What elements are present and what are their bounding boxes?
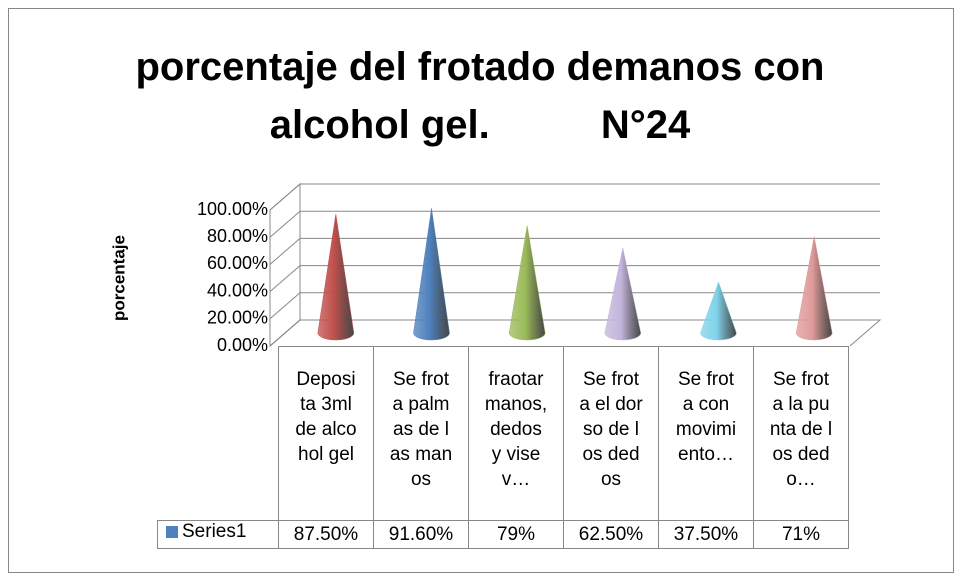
chart-title: porcentaje del frotado demanos con alcoh… [135, 45, 836, 147]
cone [413, 208, 450, 341]
value-label-text: 79% [496, 524, 536, 545]
category-label-text: Se frota palmas de las manos [389, 369, 453, 490]
cone [700, 281, 737, 341]
value-label: 71% [753, 520, 849, 549]
y-axis-label: porcentaje [109, 235, 128, 321]
value-row: Series1 87.50% 91.60% 79% 62.50% 37.50% 71% [157, 520, 849, 549]
value-label-text: 62.50% [578, 524, 644, 545]
data-table: Deposita 3ml de alcohol gel Se frota palm… [157, 346, 849, 549]
grid-line [269, 237, 880, 265]
value-label: 79% [468, 520, 564, 549]
category-label: Deposita 3ml de alcohol gel [278, 346, 374, 521]
y-tick-label: 80.00% [207, 226, 268, 246]
category-label: Se frota con movimiento… [658, 346, 754, 521]
value-label: 87.50% [278, 520, 374, 549]
legend-label: Series1 [182, 521, 247, 542]
category-label: Se frota la punta de los dedo… [753, 346, 849, 521]
value-label: 37.50% [658, 520, 754, 549]
floor [269, 319, 882, 347]
chart-frame [8, 8, 954, 573]
legend-cell: Series1 [157, 520, 279, 549]
y-tick-label: 40.00% [207, 280, 268, 300]
grid-line [269, 292, 880, 320]
category-label-text: Se frota con movimiento… [675, 369, 737, 465]
category-label-text: Deposita 3ml de alcohol gel [295, 369, 357, 465]
value-label-text: 87.50% [293, 524, 359, 545]
cone [508, 225, 546, 341]
category-label-text: Se frota la punta de los dedo… [769, 369, 833, 490]
blank-cell [158, 347, 279, 521]
cone [317, 213, 355, 341]
grid-line [269, 319, 880, 347]
y-tick-label: 60.00% [207, 253, 268, 273]
side-wall [269, 182, 301, 348]
y-tick-label: 20.00% [207, 308, 268, 328]
y-tick-label: 0.00% [217, 335, 268, 355]
category-row: Deposita 3ml de alcohol gel Se frota palm… [158, 346, 849, 521]
grid-line [269, 265, 880, 292]
grid-line [269, 183, 880, 211]
legend-key [166, 526, 178, 538]
value-label-text: 71% [781, 524, 821, 545]
category-label: fraotar manos, dedos y visev… [468, 346, 564, 521]
category-label: Se frota palmas de las manos [373, 346, 469, 521]
value-label: 62.50% [563, 520, 659, 549]
grid-line [269, 210, 880, 238]
cone [604, 247, 642, 341]
cone [795, 236, 833, 341]
y-tick-label: 100.00% [197, 199, 268, 219]
category-label-text: Se frota el dorso de los dedos [579, 369, 643, 490]
value-label-text: 37.50% [673, 524, 739, 545]
category-label: Se frota el dorso de los dedos [563, 346, 659, 521]
category-label-text: fraotar manos, dedos y visev… [484, 369, 548, 490]
value-label: 91.60% [373, 520, 469, 549]
value-label-text: 91.60% [388, 524, 454, 545]
